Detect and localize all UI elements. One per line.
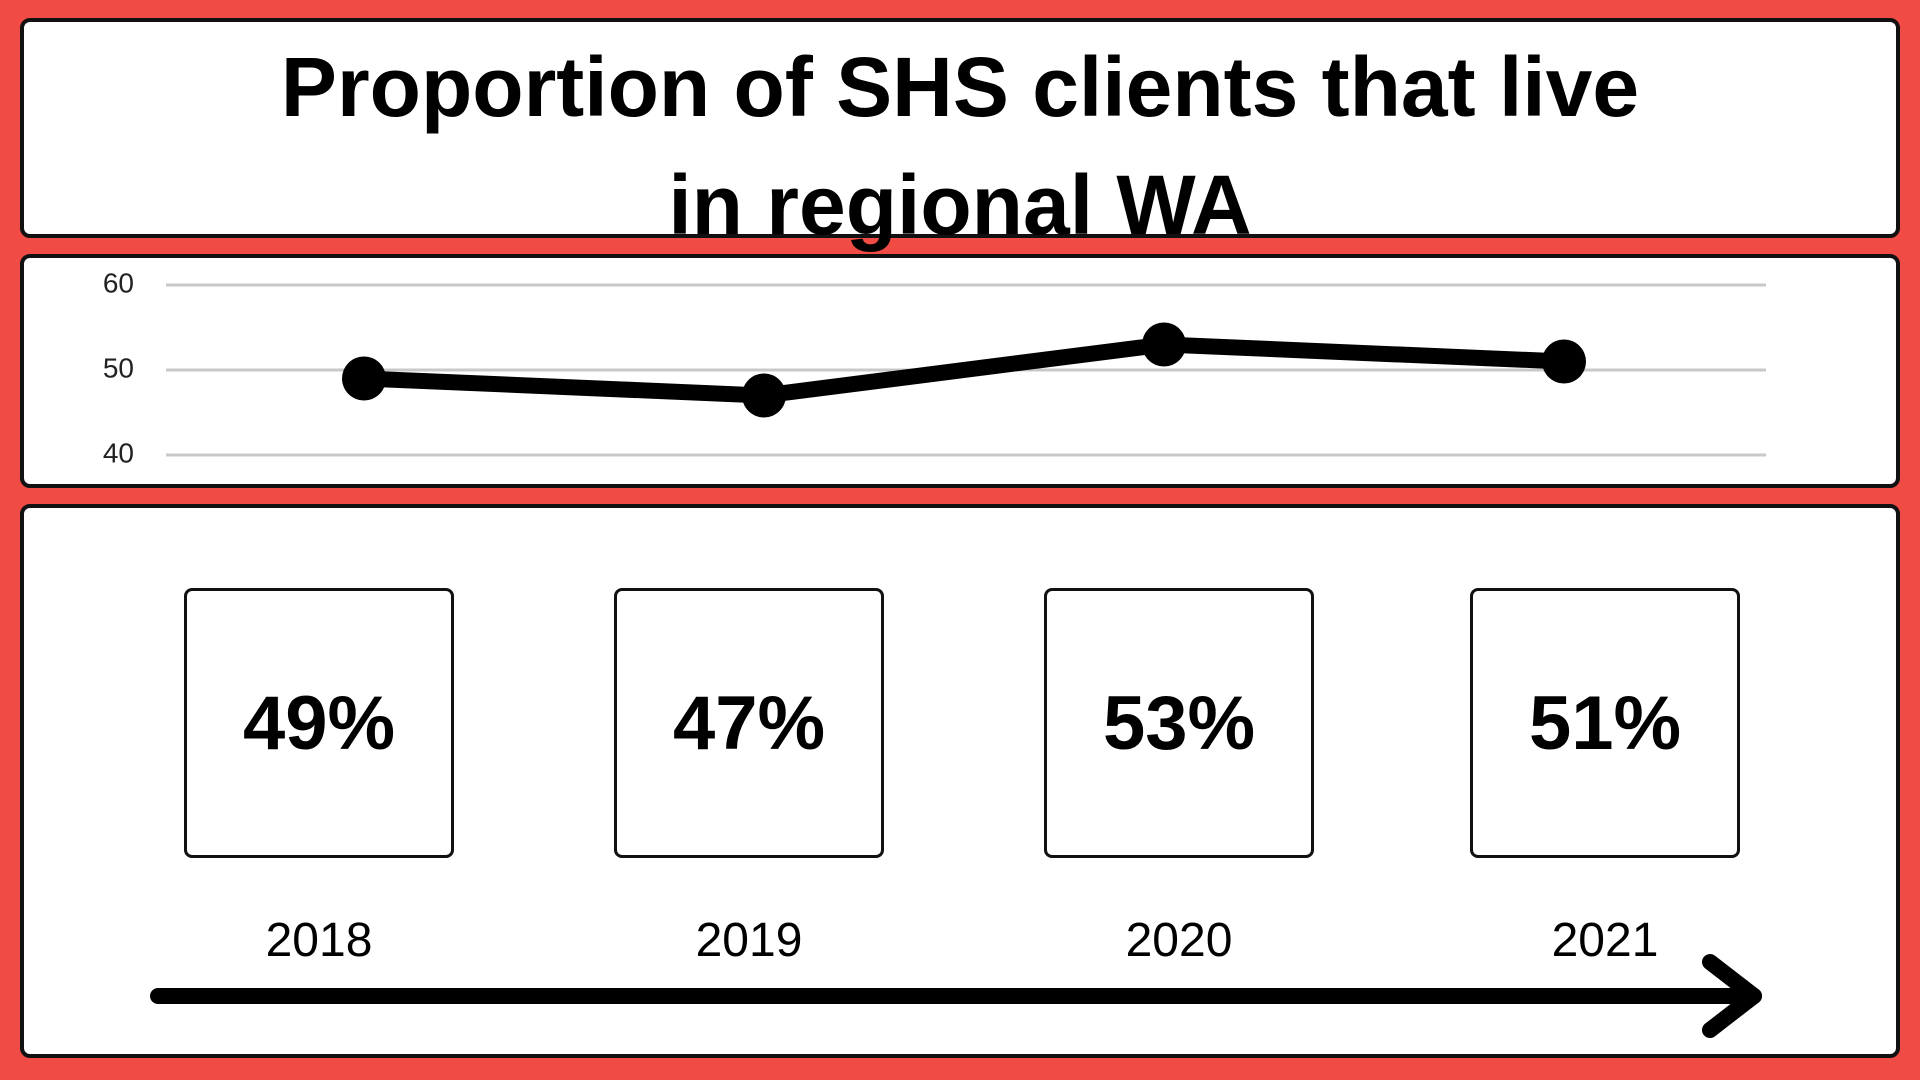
value-card-2021: 51% xyxy=(1470,588,1740,858)
value-2020: 53% xyxy=(1102,680,1256,766)
chart-title: Proportion of SHS clients that live in r… xyxy=(24,28,1896,264)
value-2019: 47% xyxy=(672,680,826,766)
data-point-2020 xyxy=(1142,322,1186,367)
yearly-values-panel: 49% 47% 53% 51% 2018 2019 2020 2021 xyxy=(20,504,1900,1058)
arrow-right-icon xyxy=(150,954,1762,1038)
timeline-arrow-head xyxy=(1702,954,1762,1038)
line-chart-panel: 40 50 60 xyxy=(20,254,1900,488)
y-tick-label-50: 50 xyxy=(103,352,134,383)
value-card-2020: 53% xyxy=(1044,588,1314,858)
data-point-2021 xyxy=(1542,339,1586,384)
year-label-2018: 2018 xyxy=(265,914,373,967)
year-label-2019: 2019 xyxy=(695,914,803,967)
line-chart: 40 50 60 xyxy=(103,267,1766,468)
chart-title-line-2: in regional WA xyxy=(668,158,1252,252)
y-tick-label-40: 40 xyxy=(103,437,134,468)
series-line xyxy=(356,336,1572,404)
year-label-2021: 2021 xyxy=(1551,914,1659,967)
y-tick-label-60: 60 xyxy=(103,267,134,298)
year-label-2020: 2020 xyxy=(1125,914,1233,967)
value-card-2018: 49% xyxy=(184,588,454,858)
value-2021: 51% xyxy=(1528,680,1682,766)
data-point-2018 xyxy=(342,356,386,401)
title-panel: Proportion of SHS clients that live in r… xyxy=(20,18,1900,252)
chart-title-line-1: Proportion of SHS clients that live xyxy=(280,40,1640,134)
value-2018: 49% xyxy=(242,680,396,766)
data-point-2019 xyxy=(742,373,786,418)
value-card-2019: 47% xyxy=(614,588,884,858)
